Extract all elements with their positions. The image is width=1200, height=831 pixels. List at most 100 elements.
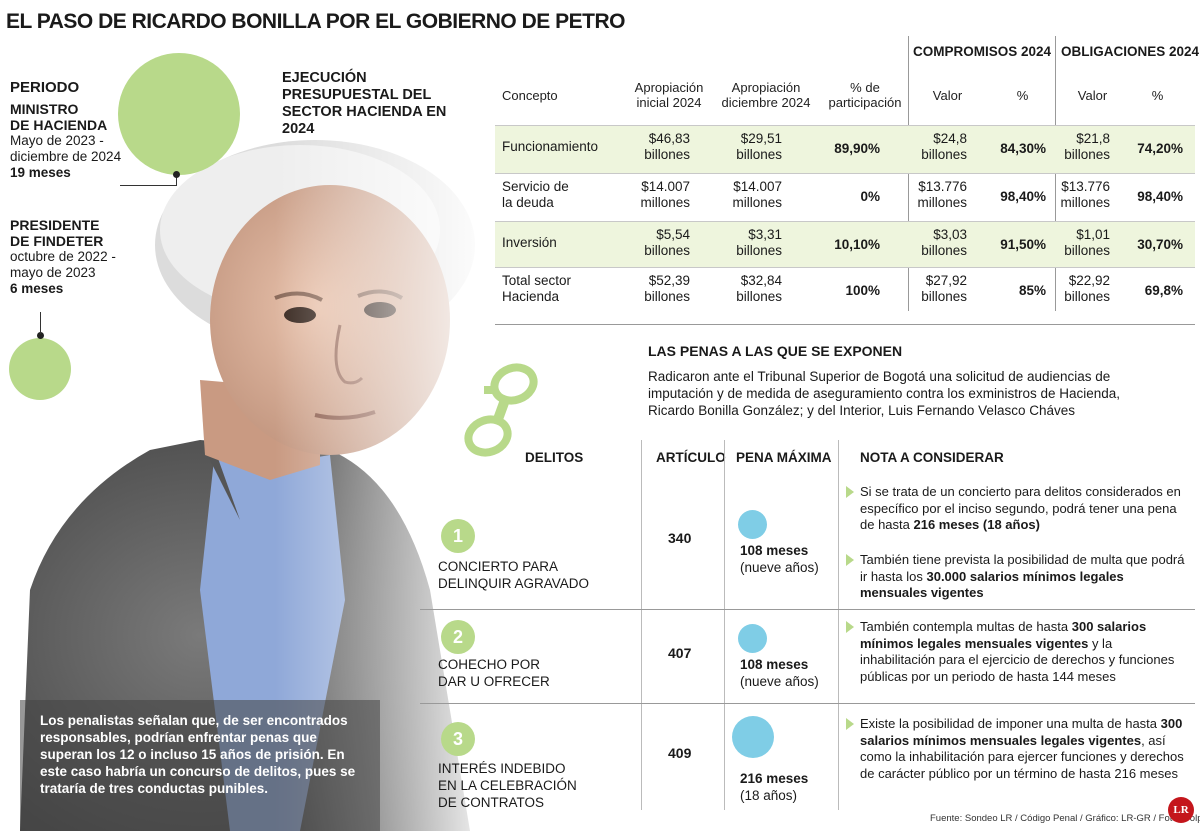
role-duration: 6 meses — [10, 281, 64, 296]
budget-cell-line: billones — [1064, 289, 1110, 304]
note-text: También contempla multas de hasta — [860, 619, 1072, 634]
col-participacion: % de participación — [822, 80, 908, 110]
col-oblig-valor: Valor — [1077, 88, 1108, 103]
crime-note: Si se trata de un concierto para delitos… — [846, 484, 1190, 534]
budget-cell-line: billones — [1064, 147, 1110, 162]
header-articulo: ARTÍCULO — [656, 450, 726, 465]
handcuffs-icon — [462, 356, 542, 471]
role-title: DE HACIENDA — [10, 117, 108, 133]
budget-cell: $5,54 billones — [620, 227, 690, 259]
budget-cell: 100% — [845, 283, 880, 298]
role-title: MINISTRO — [10, 101, 79, 117]
budget-cell-line: Hacienda — [502, 289, 560, 304]
pena-sub: (nueve años) — [740, 674, 819, 689]
budget-cell-line: Inversión — [502, 235, 557, 250]
pin-line — [120, 185, 177, 186]
col-ap-inicial-l1: Apropiación — [634, 80, 704, 95]
portrait-illustration — [0, 120, 500, 831]
crime-name-l1: COHECHO POR — [438, 657, 541, 672]
crime-name-l2: DELINQUIR AGRAVADO — [438, 576, 590, 591]
budget-cell: $46,83 billones — [620, 131, 690, 163]
crime-name-l3: DE CONTRATOS — [438, 795, 545, 810]
budget-cell-line: billones — [736, 147, 782, 162]
budget-cell-line: $13.776 — [1061, 179, 1110, 194]
budget-cell-line: $29,51 — [740, 131, 782, 146]
bullet-arrow-icon — [846, 486, 854, 498]
pena-dot — [738, 510, 767, 539]
pin-line — [176, 175, 177, 185]
budget-cell: $32,84 billones — [712, 273, 782, 305]
header-delitos: DELITOS — [525, 450, 584, 465]
budget-cell-line: $32,84 — [740, 273, 782, 288]
budget-cell-line: billones — [921, 147, 967, 162]
crime-divider — [420, 703, 1195, 704]
role-duration: 19 meses — [10, 165, 71, 180]
pena-sub: (18 años) — [740, 788, 798, 803]
pin-dot — [37, 332, 44, 339]
budget-cell-line: $3,03 — [933, 227, 967, 242]
budget-cell: $13.776 millones — [905, 179, 967, 211]
role-dates: Mayo de 2023 - — [10, 133, 104, 148]
budget-cell: $29,51 billones — [712, 131, 782, 163]
column-divider — [724, 440, 725, 810]
budget-cell-line: $21,8 — [1076, 131, 1110, 146]
budget-cell: Total sector Hacienda — [502, 273, 612, 305]
budget-cell: Servicio de la deuda — [502, 179, 612, 211]
budget-cell: $21,8 billones — [1048, 131, 1110, 163]
col-oblig-pct: % — [1151, 88, 1164, 103]
budget-title: EJECUCIÓN PRESUPUESTAL DEL SECTOR HACIEN… — [282, 70, 447, 137]
budget-cell: 30,70% — [1137, 237, 1183, 252]
pena-value: 216 meses — [740, 771, 809, 786]
budget-cell: $24,8 billones — [905, 131, 967, 163]
budget-cell-line: $46,83 — [648, 131, 690, 146]
page-title: EL PASO DE RICARDO BONILLA POR EL GOBIER… — [6, 10, 625, 33]
crime-name-l1: CONCIERTO PARA — [438, 559, 559, 574]
row-divider — [495, 125, 1195, 126]
crime-article: 340 — [668, 530, 692, 546]
budget-cell-line: billones — [736, 289, 782, 304]
role-ministro: MINISTRO DE HACIENDA Mayo de 2023 - dici… — [10, 101, 121, 181]
note-text: También tiene prevista la posibilidad de… — [860, 552, 1185, 584]
budget-cell: $14.007 millones — [712, 179, 782, 211]
budget-cell: $14.007 millones — [620, 179, 690, 211]
note-text: y la inhabilitación para el ejercicio de… — [860, 635, 1175, 684]
crime-name: CONCIERTO PARA DELINQUIR AGRAVADO — [438, 558, 589, 592]
col-comp-valor: Valor — [932, 88, 963, 103]
budget-cell-line: $1,01 — [1076, 227, 1110, 242]
pena-value: 108 meses — [740, 543, 809, 558]
col-ap-inicial: Apropiación inicial 2024 — [624, 80, 714, 110]
budget-cell-line: millones — [1060, 195, 1110, 210]
crime-number-badge: 1 — [441, 519, 475, 553]
penas-title: LAS PENAS A LAS QUE SE EXPONEN — [648, 343, 903, 359]
pin-line — [40, 312, 41, 334]
role-dates: octubre de 2022 - — [10, 249, 116, 264]
crime-name: COHECHO POR DAR U OFRECER — [438, 656, 550, 690]
note-text-bold: 30.000 salarios mínimos legales mensuale… — [860, 568, 1124, 601]
crime-pena: 216 meses (18 años) — [740, 770, 808, 804]
crime-number-badge: 3 — [441, 722, 475, 756]
budget-cell: 74,20% — [1137, 141, 1183, 156]
budget-cell: 69,8% — [1144, 283, 1183, 298]
role-title: DE FINDETER — [10, 233, 104, 249]
col-part-l1: % de — [850, 80, 880, 95]
portrait-photo — [0, 120, 500, 831]
note-text: , así como la inhabilitación para ejerce… — [860, 732, 1184, 781]
budget-cell: Funcionamiento — [502, 139, 612, 155]
role-title: PRESIDENTE — [10, 217, 100, 233]
budget-cell: Inversión — [502, 235, 612, 251]
role-dates: diciembre de 2024 — [10, 149, 122, 164]
pena-sub: (nueve años) — [740, 560, 819, 575]
col-ap-dic-l2: diciembre 2024 — [721, 95, 811, 110]
budget-cell-line: millones — [640, 195, 690, 210]
budget-cell-line: $14.007 — [641, 179, 690, 194]
col-ap-dic-l1: Apropiación — [731, 80, 801, 95]
crime-name-l1: INTERÉS INDEBIDO — [438, 761, 566, 776]
budget-cell-line: $13.776 — [918, 179, 967, 194]
crime-name: INTERÉS INDEBIDO EN LA CELEBRACIÓN DE CO… — [438, 760, 577, 811]
note-text-bold: 300 salarios mínimos mensuales legales v… — [860, 716, 1183, 748]
periodo-label: PERIODO — [10, 79, 80, 96]
crime-pena: 108 meses (nueve años) — [740, 542, 819, 576]
budget-cell: 98,40% — [1000, 189, 1046, 204]
bullet-arrow-icon — [846, 621, 854, 633]
note-text: Si se trata de un concierto para delitos… — [860, 484, 1181, 532]
